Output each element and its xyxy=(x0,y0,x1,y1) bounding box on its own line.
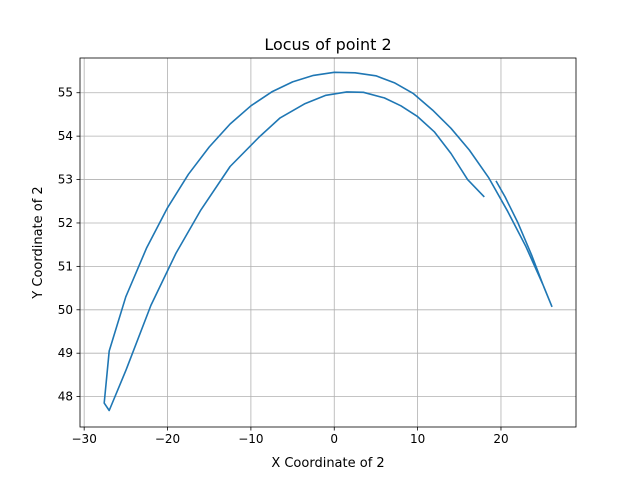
y-tick-label: 53 xyxy=(58,173,73,187)
series-line xyxy=(103,71,553,412)
x-axis-label: X Coordinate of 2 xyxy=(271,456,384,471)
x-tick-label: −30 xyxy=(72,432,97,446)
grid xyxy=(80,58,576,427)
y-tick-label: 52 xyxy=(58,216,73,230)
axis-ticks: −30 −20 −10 0 10 20 48 49 50 51 52 53 54 55 xyxy=(58,86,509,446)
x-tick-label: −20 xyxy=(155,432,180,446)
chart-title: Locus of point 2 xyxy=(264,35,391,54)
y-tick-label: 49 xyxy=(58,346,73,360)
y-tick-label: 54 xyxy=(58,129,73,143)
y-tick-label: 48 xyxy=(58,390,73,404)
x-tick-label: 0 xyxy=(330,432,338,446)
y-tick-label: 50 xyxy=(58,303,73,317)
x-tick-label: 20 xyxy=(493,432,508,446)
plot-frame xyxy=(79,57,577,428)
y-tick-label: 55 xyxy=(58,86,73,100)
x-tick-label: −10 xyxy=(238,432,263,446)
y-tick-label: 51 xyxy=(58,259,73,273)
y-axis-label: Y Coordinate of 2 xyxy=(31,186,46,299)
series-layer xyxy=(103,71,553,412)
x-tick-label: 10 xyxy=(410,432,425,446)
